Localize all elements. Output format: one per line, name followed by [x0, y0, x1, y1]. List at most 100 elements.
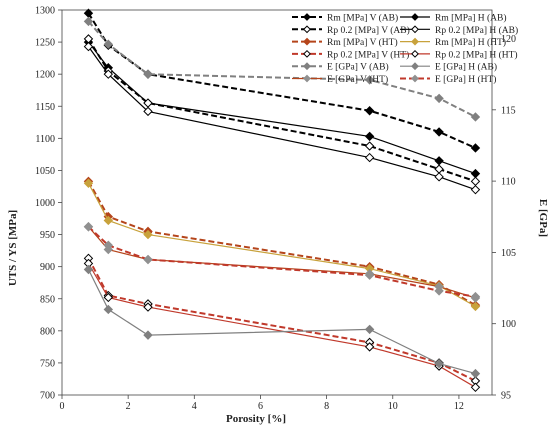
data-point — [103, 39, 114, 49]
x-tick-label: 12 — [454, 401, 464, 412]
data-point — [411, 37, 419, 46]
series — [83, 16, 481, 122]
data-point — [470, 368, 481, 379]
data-point — [103, 292, 114, 303]
data-point — [143, 229, 153, 240]
x-tick-label: 8 — [324, 401, 329, 412]
data-point — [303, 25, 311, 34]
left-tick-label: 1150 — [35, 102, 55, 113]
data-point — [143, 69, 153, 79]
data-point — [364, 141, 375, 151]
data-point — [470, 291, 481, 302]
series — [83, 253, 481, 386]
left-tick-label: 950 — [40, 230, 55, 241]
series-line — [88, 41, 476, 175]
data-point — [364, 106, 375, 116]
series — [83, 41, 481, 195]
data-point — [303, 49, 311, 58]
right-tick-label: 120 — [501, 34, 516, 45]
data-point — [83, 178, 94, 188]
data-point — [470, 176, 481, 187]
x-tick-label: 0 — [60, 401, 65, 412]
data-point — [143, 302, 153, 312]
left-tick-label: 1250 — [35, 38, 55, 49]
data-point — [83, 264, 94, 275]
data-point — [434, 156, 444, 166]
x-tick-label: 4 — [192, 401, 197, 412]
x-tick-label: 10 — [388, 401, 398, 412]
data-point — [411, 49, 419, 58]
data-point — [364, 324, 375, 335]
left-tick-label: 800 — [40, 326, 55, 337]
legend-label: Rm [MPa] H (AB) — [435, 13, 507, 24]
data-point — [364, 75, 375, 85]
data-point — [411, 62, 419, 71]
legend-item: E [GPa] H (HT) — [400, 74, 496, 85]
data-point — [434, 172, 444, 182]
right-axis-label: E [GPa] — [537, 199, 549, 237]
data-point — [103, 304, 114, 315]
data-point — [411, 13, 419, 21]
data-point — [103, 69, 114, 79]
legend-item: E [GPa] V (AB) — [292, 62, 389, 73]
data-point — [303, 13, 311, 21]
data-point — [303, 62, 311, 71]
legend-item: E [GPa] V (HT) — [292, 74, 388, 85]
series-line — [87, 182, 476, 307]
left-tick-label: 750 — [40, 358, 55, 369]
left-tick-label: 1000 — [35, 198, 55, 209]
legend-label: Rp 0.2 [MPa] V (HT) — [327, 49, 409, 60]
data-point — [434, 286, 444, 296]
legend-item: Rp 0.2 [MPa] V (AB) — [292, 25, 410, 36]
legend-item: Rm [MPa] H (HT) — [400, 37, 506, 48]
left-tick-label: 700 — [40, 391, 55, 402]
left-tick-label: 1200 — [35, 70, 55, 81]
legend-label: Rm [MPa] V (HT) — [327, 37, 398, 48]
data-point — [143, 254, 153, 265]
legend-label: Rp 0.2 [MPa] H (AB) — [435, 25, 518, 36]
data-point — [364, 342, 375, 352]
data-point — [470, 301, 481, 312]
data-point — [303, 74, 311, 83]
data-point — [143, 330, 153, 340]
right-tick-label: 110 — [501, 177, 516, 188]
left-tick-label: 1300 — [35, 6, 55, 17]
data-point — [411, 25, 419, 34]
legend-item: Rm [MPa] H (AB) — [400, 13, 507, 24]
x-tick-label: 6 — [258, 401, 263, 412]
data-point — [83, 222, 94, 232]
data-point — [411, 74, 419, 83]
data-point — [434, 358, 444, 369]
left-axis-ticks: 700 750 800 850 900 950 1000 1050 1100 1150 1200 12… — [35, 6, 62, 402]
data-point — [434, 164, 444, 174]
x-axis-ticks: 0 2 4 6 8 10 12 — [60, 395, 464, 412]
data-point — [434, 93, 444, 104]
data-point — [364, 270, 375, 280]
series-line — [87, 12, 476, 149]
series — [83, 176, 481, 310]
data-point — [434, 127, 444, 137]
series-layer — [83, 8, 481, 393]
series — [83, 222, 481, 302]
legend-item: E [GPa] H (AB) — [400, 62, 497, 73]
legend-item: Rp 0.2 [MPa] H (AB) — [400, 25, 518, 36]
data-point — [83, 16, 94, 27]
legend-label: E [GPa] V (HT) — [327, 74, 388, 85]
data-point — [470, 168, 481, 179]
right-tick-label: 100 — [501, 319, 516, 330]
right-axis-ticks: 95 100 105 110 115 120 — [492, 34, 516, 402]
series-line — [87, 38, 476, 183]
right-tick-label: 115 — [501, 105, 516, 116]
legend-label: E [GPa] H (AB) — [435, 62, 497, 73]
legend-item: Rp 0.2 [MPa] V (HT) — [292, 49, 409, 60]
series-line — [87, 225, 476, 298]
data-point — [470, 112, 481, 122]
legend-label: Rp 0.2 [MPa] V (AB) — [327, 25, 410, 36]
legend-label: Rm [MPa] V (AB) — [327, 13, 398, 24]
data-point — [470, 382, 481, 393]
series-line — [87, 257, 476, 382]
series — [83, 178, 481, 312]
legend-label: Rm [MPa] H (HT) — [435, 37, 506, 48]
left-tick-label: 900 — [40, 262, 55, 273]
